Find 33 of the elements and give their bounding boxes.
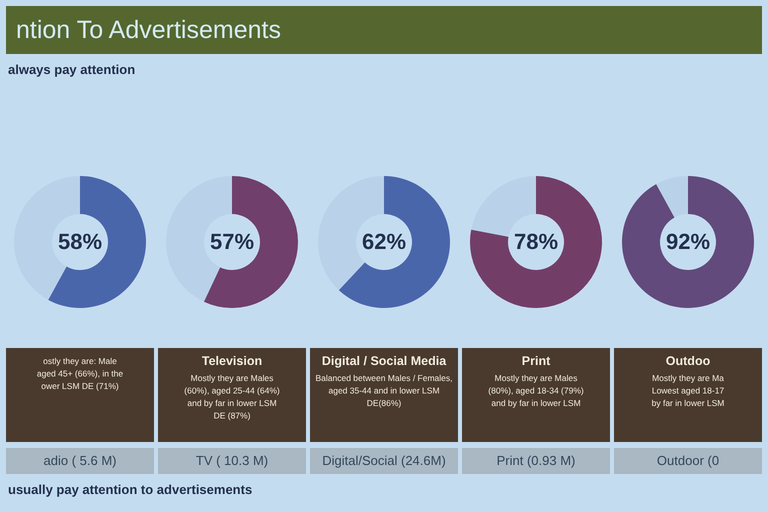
text: by far in lower LSM <box>652 398 724 408</box>
text: Lowest aged 18-17 <box>652 386 724 396</box>
text: Mostly they are Ma <box>652 373 724 383</box>
data-label: 62% <box>362 229 406 254</box>
text: Outdoo <box>666 354 711 368</box>
text: (80%), aged 18-34 (79%) <box>488 386 584 396</box>
text: and by far in lower LSM <box>187 398 277 408</box>
text: (60%), aged 25-44 (64%) <box>184 386 280 396</box>
text: DE (87%) <box>214 410 251 420</box>
text: Outdoor (0 <box>656 453 720 468</box>
text: Digital / Social Media <box>322 354 448 368</box>
text: usually pay attention to advertisements <box>8 482 252 497</box>
text: adio ( 5.6 M) <box>44 453 116 468</box>
text: DE(86%) <box>366 398 402 408</box>
text: ntion To Advertisements <box>16 16 281 44</box>
data-label: 92% <box>666 229 710 254</box>
data-label: 57% <box>210 229 254 254</box>
text: Mostly they are Males <box>190 373 274 383</box>
text: Digital/Social (24.6M) <box>322 453 446 468</box>
text: aged 35-44 and in lower LSM <box>328 386 440 396</box>
text: Print (0.93 M) <box>496 453 576 468</box>
data-label: 78% <box>514 229 558 254</box>
text: Mostly they are Males <box>494 373 578 383</box>
text: ostly they are: Male <box>43 356 118 366</box>
text: ower LSM DE (71%) <box>41 381 119 391</box>
text: Print <box>522 354 552 368</box>
text: and by far in lower LSM <box>491 398 581 408</box>
text: TV ( 10.3 M) <box>196 453 268 468</box>
text: aged 45+ (66%), in the <box>36 368 124 378</box>
text: Balanced between Males / Females, <box>315 373 453 383</box>
text: always pay attention <box>8 62 136 77</box>
text: Television <box>202 354 262 368</box>
data-label: 58% <box>58 229 102 254</box>
